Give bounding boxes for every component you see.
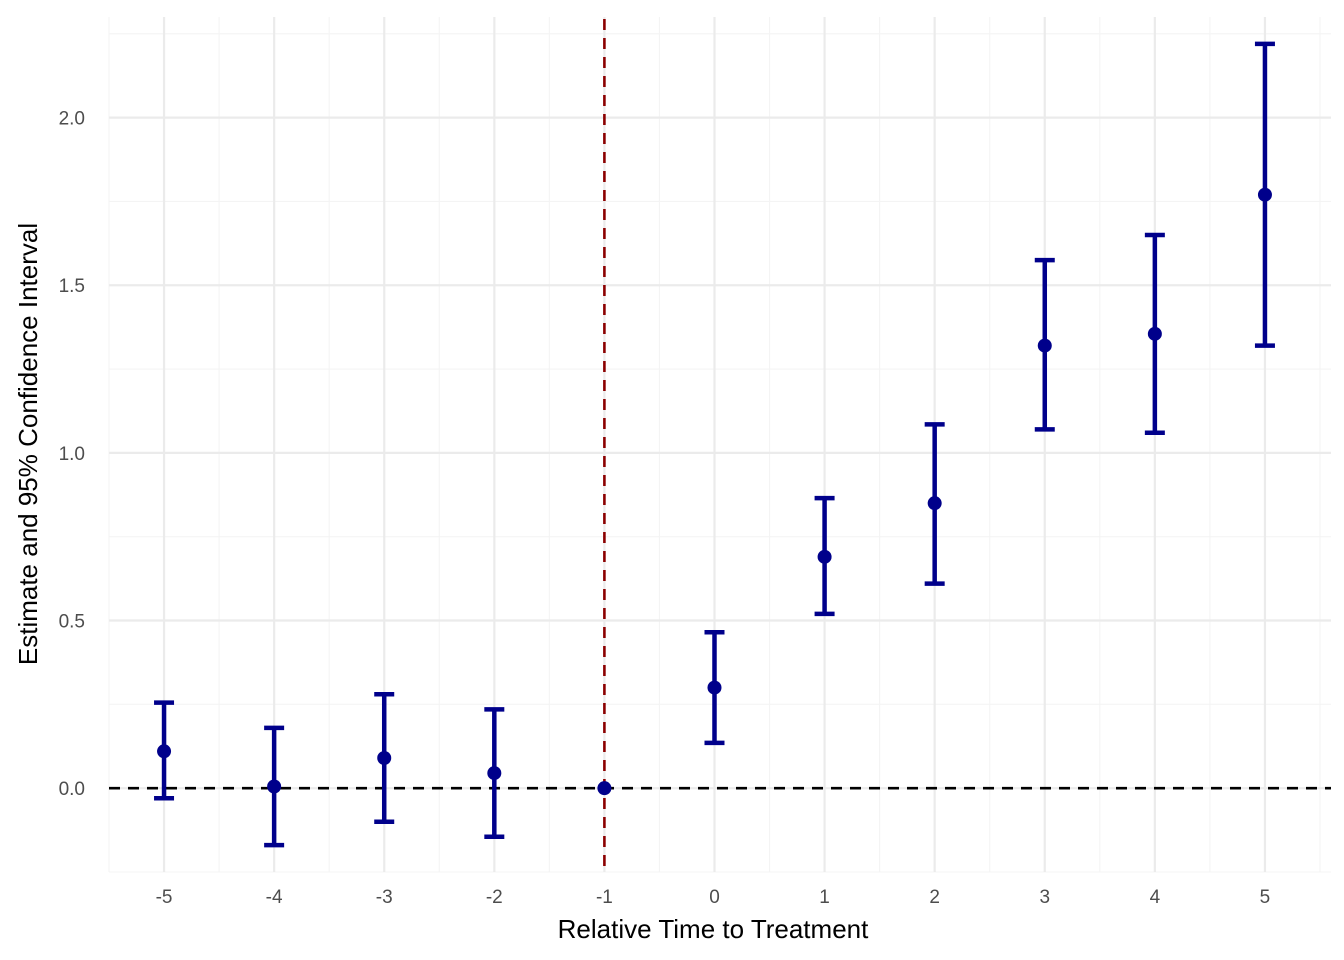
estimate-point [487,766,502,781]
data-series [154,41,1275,848]
x-tick-label: 4 [1150,887,1161,908]
y-tick-label: 0.0 [59,779,85,800]
estimate-point [707,680,722,695]
estimate-point [267,779,282,794]
y-axis-ticks: 0.0 0.5 1.0 1.5 2.0 [59,109,85,801]
estimate-point [927,496,942,511]
estimate-point [1147,326,1162,341]
estimate-point [1037,338,1052,353]
x-tick-label: 3 [1039,887,1050,908]
x-tick-label: 1 [819,887,830,908]
estimate-point [377,751,392,765]
x-tick-label: 2 [929,887,940,908]
estimate-point [817,549,832,564]
y-tick-label: 0.5 [59,612,85,633]
y-axis-title: Estimate and 95% Confidence Interval [13,223,43,665]
estimate-point [597,781,612,796]
x-axis-ticks: -5 -4 -3 -2 -1 0 1 2 3 4 5 [156,887,1271,908]
estimate-point [1257,187,1272,202]
reference-lines [109,19,1331,872]
x-tick-label: -5 [156,887,173,908]
y-tick-label: 1.5 [59,276,85,297]
estimate-point [157,744,172,759]
x-tick-label: -2 [486,887,503,908]
x-tick-label: -1 [596,887,613,908]
y-tick-label: 1.0 [59,444,85,465]
y-tick-label: 2.0 [59,109,85,130]
x-tick-label: -3 [376,887,393,908]
x-tick-label: -4 [266,887,283,908]
x-tick-label: 5 [1260,887,1271,908]
x-tick-label: 0 [709,887,720,908]
x-axis-title: Relative Time to Treatment [558,914,869,944]
